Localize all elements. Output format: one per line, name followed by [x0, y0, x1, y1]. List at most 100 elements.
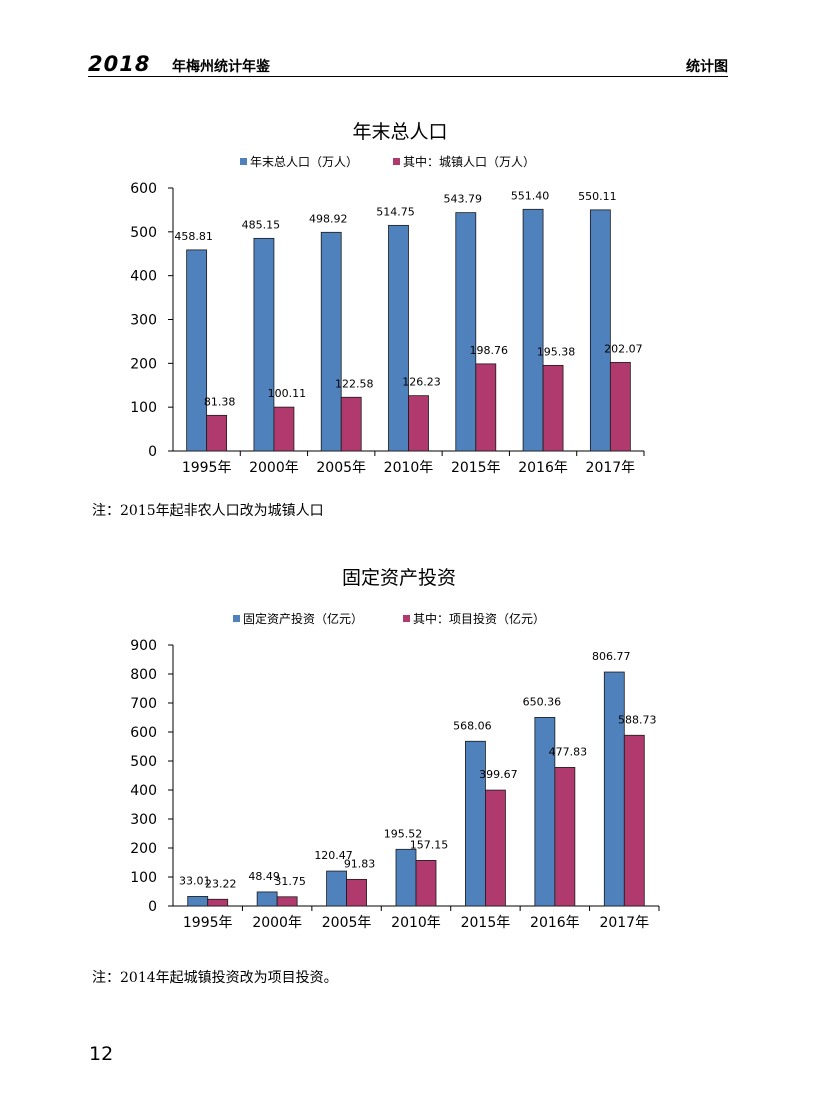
data-label: 550.11 — [578, 190, 617, 203]
x-tick-label: 2017年 — [599, 915, 649, 931]
note-population: 注：2015年起非农人口改为城镇人口 — [92, 503, 324, 519]
data-label: 48.49 — [248, 870, 280, 883]
x-tick-label: 1995年 — [182, 460, 232, 476]
chart-title: 固定资产投资 — [342, 567, 456, 589]
y-tick-label: 500 — [130, 754, 157, 770]
legend-swatch-1 — [233, 615, 240, 622]
data-label: 202.07 — [604, 342, 643, 355]
x-tick-label: 2005年 — [316, 460, 366, 476]
page-number: 12 — [89, 1043, 114, 1065]
legend-swatch-2 — [403, 615, 410, 622]
data-label: 498.92 — [309, 212, 348, 225]
data-label: 198.76 — [470, 344, 509, 357]
x-tick-label: 2000年 — [249, 460, 299, 476]
y-tick-label: 600 — [130, 725, 157, 741]
header-divider — [88, 76, 728, 77]
data-label: 477.83 — [549, 745, 588, 758]
y-tick-label: 400 — [130, 783, 157, 799]
bar-series-2 — [408, 395, 429, 452]
legend-label-1: 固定资产投资（亿元） — [243, 611, 363, 626]
data-label: 122.58 — [335, 377, 374, 390]
x-tick-label: 2010年 — [384, 460, 434, 476]
y-tick-label: 0 — [148, 444, 157, 460]
data-label: 33.01 — [179, 874, 211, 887]
y-tick-label: 0 — [148, 899, 157, 915]
bar-series-2 — [475, 363, 497, 452]
y-tick-label: 600 — [130, 181, 157, 197]
y-tick-label: 700 — [130, 696, 157, 712]
bar-series-1 — [186, 249, 208, 452]
data-label: 650.36 — [523, 695, 562, 708]
y-tick-label: 300 — [130, 313, 157, 329]
bar-series-1 — [603, 671, 625, 907]
note-investment: 注：2014年起城镇投资改为项目投资。 — [92, 970, 338, 986]
bar-series-2 — [207, 898, 229, 907]
data-label: 126.23 — [402, 376, 441, 389]
legend-label-2: 其中：项目投资（亿元） — [413, 611, 545, 626]
data-label: 31.75 — [274, 875, 306, 888]
bar-series-2 — [623, 734, 645, 907]
bar-series-1 — [256, 891, 278, 907]
bar-series-2 — [273, 406, 295, 452]
y-tick-label: 100 — [130, 400, 157, 416]
x-tick-label: 2000年 — [252, 915, 302, 931]
page-header: 2018 年梅州统计年鉴 统计图 — [88, 52, 728, 76]
x-tick-label: 2015年 — [451, 460, 501, 476]
data-label: 100.11 — [268, 387, 307, 400]
bar-series-2 — [415, 860, 437, 907]
data-label: 588.73 — [618, 713, 657, 726]
data-label: 91.83 — [344, 857, 376, 870]
bar-series-1 — [465, 740, 486, 907]
data-label: 195.38 — [537, 345, 576, 358]
bar-series-2 — [346, 878, 367, 907]
y-tick-label: 300 — [130, 812, 157, 828]
header-section: 统计图 — [686, 59, 728, 75]
data-label: 485.15 — [242, 218, 281, 231]
bar-series-1 — [320, 231, 342, 452]
data-label: 399.67 — [479, 768, 518, 781]
data-label: 568.06 — [453, 719, 492, 732]
legend-label-2: 其中：城镇人口（万人） — [403, 154, 535, 169]
data-label: 551.40 — [511, 189, 550, 202]
bar-series-2 — [206, 414, 228, 452]
x-tick-label: 2005年 — [322, 915, 372, 931]
data-label: 120.47 — [314, 849, 353, 862]
data-label: 195.52 — [384, 827, 423, 840]
y-tick-label: 200 — [130, 356, 157, 372]
bar-series-1 — [395, 848, 417, 907]
bar-series-2 — [485, 789, 506, 907]
y-tick-label: 400 — [130, 269, 157, 285]
bar-series-2 — [542, 364, 564, 452]
x-tick-label: 2010年 — [391, 915, 441, 931]
data-label: 514.75 — [376, 205, 415, 218]
header-title: 年梅州统计年鉴 — [172, 59, 270, 75]
chart-title: 年末总人口 — [352, 121, 447, 143]
y-tick-label: 900 — [130, 638, 157, 654]
data-label: 23.22 — [205, 877, 237, 890]
bar-series-1 — [253, 237, 275, 452]
bar-series-2 — [554, 767, 576, 907]
x-tick-label: 1995年 — [183, 915, 233, 931]
bar-series-1 — [522, 208, 544, 452]
x-tick-label: 2016年 — [518, 460, 568, 476]
bar-series-1 — [326, 870, 347, 907]
bar-series-2 — [340, 396, 362, 452]
data-label: 458.81 — [174, 230, 213, 243]
legend-label-1: 年末总人口（万人） — [250, 155, 358, 169]
y-tick-label: 100 — [130, 870, 157, 886]
data-label: 81.38 — [204, 395, 236, 408]
legend-swatch-2 — [393, 158, 400, 165]
bar-series-1 — [455, 212, 477, 452]
header-year: 2018 — [88, 52, 151, 76]
x-tick-label: 2017年 — [586, 460, 636, 476]
bar-series-2 — [609, 362, 631, 452]
bar-series-1 — [187, 896, 209, 907]
data-label: 806.77 — [592, 650, 631, 663]
bar-series-1 — [388, 224, 409, 452]
y-tick-label: 200 — [130, 841, 157, 857]
legend-swatch-1 — [240, 158, 247, 165]
data-label: 157.15 — [410, 838, 449, 851]
x-tick-label: 2016年 — [530, 915, 580, 931]
